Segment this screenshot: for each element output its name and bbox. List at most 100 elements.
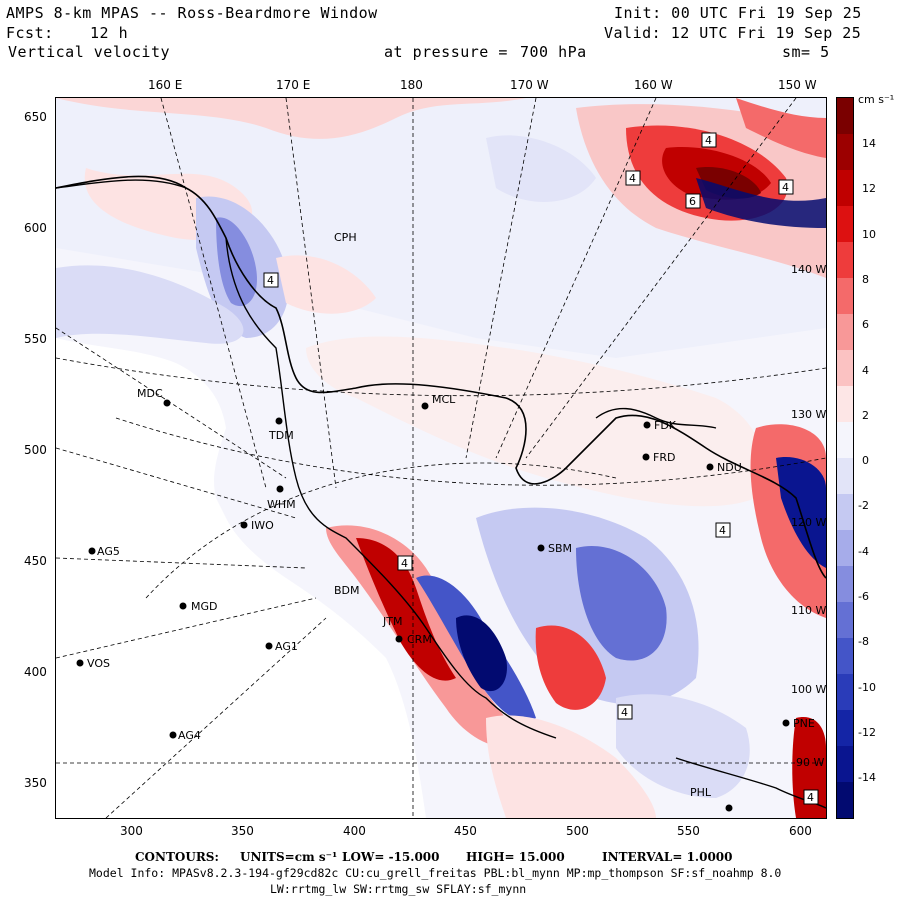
valid-time: Valid: 12 UTC Fri 19 Sep 25 bbox=[604, 24, 862, 42]
svg-text:6: 6 bbox=[689, 195, 696, 208]
field-no-data-interior bbox=[56, 338, 426, 818]
colorbar-tick-label: 10 bbox=[862, 227, 876, 241]
station-label-sbm: SBM bbox=[548, 542, 573, 555]
colorbar-tick-label: 4 bbox=[862, 363, 869, 377]
colorbar-tick-label: 0 bbox=[862, 454, 869, 468]
svg-text:4: 4 bbox=[782, 181, 789, 194]
colorbar-segment bbox=[837, 746, 853, 782]
footer-high: HIGH= 15.000 bbox=[466, 850, 565, 864]
colorbar-tick-label: 14 bbox=[862, 137, 876, 150]
colorbar-tick-label: -8 bbox=[858, 635, 869, 649]
y-tick-450: 450 bbox=[24, 554, 47, 568]
station-dot-tdm bbox=[275, 417, 283, 425]
forecast-label: Fcst: bbox=[6, 24, 54, 42]
station-label-jtm: JTM bbox=[383, 615, 403, 628]
colorbar-tick-label: -12 bbox=[858, 725, 876, 739]
station-label-phl: PHL bbox=[690, 786, 712, 799]
x-tick-500: 500 bbox=[566, 824, 589, 838]
lon-label-130w: 130 W bbox=[791, 408, 827, 421]
footer-contours-label: CONTOURS: bbox=[135, 850, 219, 864]
colorbar bbox=[836, 97, 854, 819]
lon-label-150w: 150 W bbox=[778, 78, 817, 92]
colorbar-segment bbox=[837, 386, 853, 422]
svg-text:4: 4 bbox=[629, 172, 636, 185]
station-label-cph: CPH bbox=[334, 231, 357, 244]
lon-label-180: 180 bbox=[400, 78, 423, 92]
colorbar-tick-label: 8 bbox=[862, 272, 869, 286]
svg-text:4: 4 bbox=[807, 791, 814, 804]
pressure-value: 700 hPa bbox=[520, 43, 587, 61]
colorbar-tick-label: -6 bbox=[858, 590, 869, 603]
colorbar-tick-label: 12 bbox=[862, 182, 876, 196]
vertical-velocity-map[interactable]: 4 4 4 6 4 4 4 4 4 bbox=[55, 97, 827, 819]
x-tick-400: 400 bbox=[343, 824, 366, 838]
colorbar-segment bbox=[837, 170, 853, 206]
station-label-ag4: AG4 bbox=[178, 729, 201, 742]
colorbar-segment bbox=[837, 530, 853, 566]
footer-model-info: Model Info: MPASv8.2.3-194-gf29cd82c CU:… bbox=[89, 866, 782, 880]
colorbar-tick-label: -14 bbox=[858, 771, 876, 785]
lon-label-100w: 100 W bbox=[791, 683, 827, 696]
station-dot-ag1 bbox=[265, 642, 273, 650]
x-tick-550: 550 bbox=[677, 824, 700, 838]
station-dot-mdc bbox=[163, 399, 171, 407]
colorbar-segment bbox=[837, 134, 853, 170]
lon-label-170w: 170 W bbox=[510, 78, 549, 92]
colorbar-segment bbox=[837, 242, 853, 278]
station-label-fdk: FDK bbox=[654, 419, 677, 432]
field-blue-ne-band bbox=[696, 178, 826, 228]
station-label-ag5: AG5 bbox=[97, 545, 120, 558]
colorbar-segment bbox=[837, 206, 853, 242]
field-pink-c1 bbox=[276, 255, 376, 314]
colorbar-segment bbox=[837, 98, 853, 134]
graticule bbox=[56, 98, 826, 818]
coastline-marie-byrd bbox=[595, 407, 717, 429]
y-tick-350: 350 bbox=[24, 776, 47, 790]
x-tick-350: 350 bbox=[231, 824, 254, 838]
colorbar-tick-label: -2 bbox=[858, 499, 869, 513]
coastline-ice-shelf bbox=[56, 175, 826, 579]
colorbar-segment bbox=[837, 314, 853, 350]
station-dot-pne bbox=[782, 719, 790, 727]
station-label-bdm: BDM bbox=[334, 584, 360, 597]
station-dot-mgd bbox=[179, 602, 187, 610]
x-tick-450: 450 bbox=[454, 824, 477, 838]
colorbar-segment bbox=[837, 350, 853, 386]
field-blue-south bbox=[616, 694, 750, 798]
station-dots bbox=[76, 399, 790, 812]
field-blue-w bbox=[56, 265, 244, 344]
coastline-transantarctic bbox=[225, 237, 557, 739]
station-dot-vos bbox=[76, 659, 84, 667]
colorbar-tick-label: -4 bbox=[858, 544, 869, 558]
station-label-mdc: MDC bbox=[137, 387, 163, 400]
station-dot-ag4 bbox=[169, 731, 177, 739]
coastline-victoria-land bbox=[56, 179, 187, 189]
station-label-ag1: AG1 bbox=[275, 640, 298, 653]
field-blue-n2 bbox=[486, 135, 596, 202]
y-tick-650: 650 bbox=[24, 110, 47, 124]
y-tick-500: 500 bbox=[24, 443, 47, 457]
colorbar-segment bbox=[837, 458, 853, 494]
station-dot-ndu bbox=[706, 463, 714, 471]
station-dot-iwo bbox=[240, 521, 248, 529]
field-name: Vertical velocity bbox=[8, 43, 171, 61]
colorbar-tick-label: 6 bbox=[862, 318, 869, 332]
station-label-tdm: TDM bbox=[269, 429, 294, 442]
station-dot-fdk bbox=[643, 421, 651, 429]
y-tick-550: 550 bbox=[24, 332, 47, 346]
model-title: AMPS 8-km MPAS -- Ross-Beardmore Window bbox=[6, 4, 378, 22]
colorbar-tick-label: 2 bbox=[862, 408, 869, 422]
svg-text:4: 4 bbox=[621, 706, 628, 719]
y-tick-600: 600 bbox=[24, 221, 47, 235]
contour-labels: 4 4 4 6 4 4 4 4 4 bbox=[263, 132, 819, 805]
colorbar-segment bbox=[837, 566, 853, 602]
colorbar-segment bbox=[837, 278, 853, 314]
station-label-mcl: MCL bbox=[432, 393, 456, 406]
forecast-hours: 12 h bbox=[90, 24, 129, 42]
field-pink-south bbox=[486, 715, 656, 818]
lon-label-90w: 90 W bbox=[796, 756, 825, 769]
colorbar-segment bbox=[837, 422, 853, 458]
colorbar-segment bbox=[837, 710, 853, 746]
station-label-mgd: MGD bbox=[191, 600, 218, 613]
station-label-pne: PNE bbox=[793, 717, 815, 730]
